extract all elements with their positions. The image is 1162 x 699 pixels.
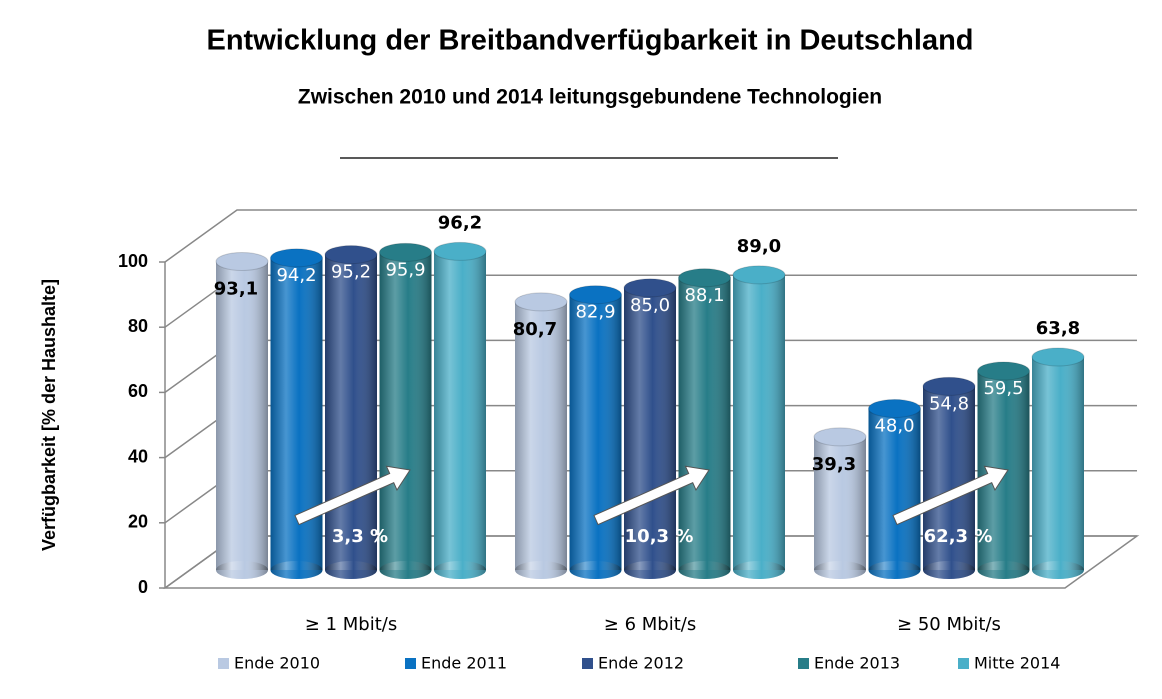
bar-bottom-shade: [624, 561, 676, 579]
bar-shade: [515, 301, 567, 570]
legend-swatch: [582, 658, 593, 669]
value-label: 89,0: [737, 236, 781, 257]
bar-shade: [379, 252, 432, 570]
y-tick-label: 100: [118, 251, 148, 271]
y-tick-label: 60: [128, 381, 148, 401]
y-tick-label: 80: [128, 316, 148, 336]
bar-top: [569, 285, 622, 305]
bar-shade: [868, 408, 921, 570]
x-tick-label: ≥ 6 Mbit/s: [604, 614, 696, 635]
legend-label: Ende 2011: [421, 654, 507, 673]
bar-top: [270, 248, 323, 268]
bar-shade: [923, 386, 975, 570]
growth-arrow: [294, 465, 411, 526]
annotation: 62,3 %: [924, 526, 993, 547]
arrow-shape: [892, 465, 1009, 526]
bar-top: [732, 265, 786, 285]
arrow-shape: [593, 465, 710, 526]
bar-bottom-shade: [270, 561, 323, 579]
value-label: 63,8: [1036, 318, 1080, 339]
bar-shade: [733, 274, 785, 570]
bar-top: [623, 278, 677, 298]
bar-shade: [814, 436, 866, 570]
value-label: 80,7: [513, 319, 557, 340]
chart-subtitle: Zwischen 2010 und 2014 leitungsgebundene…: [298, 86, 882, 109]
value-label: 95,2: [331, 262, 371, 283]
legend-label: Ende 2012: [598, 654, 684, 673]
chart-title: Entwicklung der Breitbandverfügbarkeit i…: [206, 25, 973, 57]
bar-bottom-shade: [515, 561, 567, 579]
value-label: 82,9: [575, 302, 615, 323]
bar-shade: [270, 257, 323, 570]
bar-bottom-shade: [678, 561, 731, 579]
bar-top: [324, 245, 378, 265]
bar-bottom-shade: [569, 561, 622, 579]
bar-bottom-shade: [379, 561, 432, 579]
value-label: 54,8: [929, 393, 969, 414]
legend-label: Mitte 2014: [974, 654, 1060, 673]
legend-swatch: [798, 658, 809, 669]
value-label: 96,2: [438, 212, 482, 233]
bar-bottom-shade: [977, 561, 1030, 579]
bar-bottom-shade: [216, 561, 268, 579]
annotation: 10,3 %: [625, 526, 694, 547]
bar-shade: [216, 261, 268, 570]
bar-top: [813, 427, 867, 447]
bar-top: [977, 361, 1030, 381]
grid-line: [164, 209, 1137, 263]
bar-top: [678, 268, 731, 288]
growth-arrow: [593, 465, 710, 526]
y-axis-label: Verfügbarkeit [% der Haushalte]: [39, 279, 59, 551]
x-tick-label: ≥ 50 Mbit/s: [897, 614, 1001, 635]
x-tick-label: ≥ 1 Mbit/s: [305, 614, 397, 635]
bar-shade: [1032, 357, 1084, 570]
bar-bottom-shade: [325, 561, 377, 579]
bar-shade: [569, 294, 622, 570]
bar-bottom-shade: [923, 561, 975, 579]
value-label: 39,3: [812, 454, 856, 475]
bar-shade: [624, 287, 676, 570]
bar-top: [922, 376, 976, 396]
legend-swatch: [405, 658, 416, 669]
growth-arrow: [892, 465, 1009, 526]
value-label: 93,1: [214, 278, 258, 299]
legend-label: Ende 2010: [234, 654, 320, 673]
value-label: 48,0: [874, 416, 914, 437]
bar-shade: [434, 251, 486, 570]
value-label: 95,9: [385, 259, 425, 280]
arrow-shape: [294, 465, 411, 526]
annotation: 3,3 %: [332, 526, 388, 547]
y-tick-label: 20: [128, 512, 148, 532]
bar-bottom-shade: [814, 561, 866, 579]
y-tick-label: 0: [138, 577, 148, 597]
legend-swatch: [218, 658, 229, 669]
plot-area: 0 20 40 60 80 100 93,1 94,2 95,2 95,9 96,2 3,3 % ≥ 1…: [118, 209, 1140, 673]
bar-top: [868, 399, 921, 419]
bar-bottom-shade: [1032, 561, 1084, 579]
legend-label: Ende 2013: [814, 654, 900, 673]
value-label: 94,2: [276, 265, 316, 286]
value-label: 88,1: [684, 285, 724, 306]
bar-top: [514, 292, 568, 312]
bar-bottom-shade: [733, 561, 785, 579]
legend-swatch: [958, 658, 969, 669]
bar-top: [433, 241, 487, 261]
bar-top: [215, 251, 269, 271]
value-label: 59,5: [983, 378, 1023, 399]
bar-bottom-shade: [868, 561, 921, 579]
value-label: 85,0: [630, 295, 670, 316]
bar-shade: [678, 277, 731, 570]
bar-shade: [325, 254, 377, 570]
bar-top: [379, 242, 432, 262]
bar-bottom-shade: [434, 561, 486, 579]
bar-top: [1031, 347, 1085, 367]
y-tick-label: 40: [128, 446, 148, 466]
